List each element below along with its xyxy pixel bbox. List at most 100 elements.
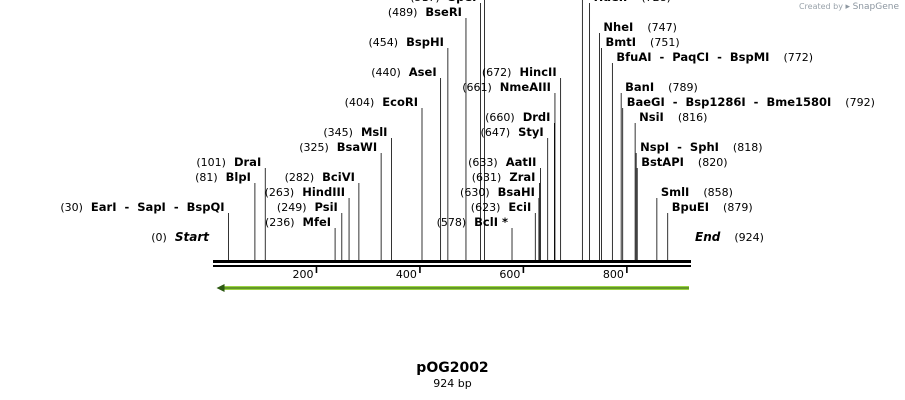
- site-label-msli[interactable]: (345) MslI: [323, 125, 387, 139]
- site-label-bstapi[interactable]: BstAPI (820): [641, 155, 727, 169]
- site-name: MslI: [361, 125, 388, 139]
- site-name: BseRI: [425, 5, 462, 19]
- site-label-bpuei[interactable]: BpuEI (879): [672, 200, 753, 214]
- feature-arrowhead-left-icon: [216, 284, 225, 292]
- site-label-bseri[interactable]: (489) BseRI: [388, 5, 462, 19]
- site-label-bcli[interactable]: (578) BclI *: [437, 215, 508, 229]
- site-label-smli[interactable]: SmlI (858): [661, 185, 733, 199]
- site-label-psii[interactable]: (249) PsiI: [277, 200, 338, 214]
- site-position: (820): [698, 156, 728, 169]
- site-position: (660): [485, 111, 515, 124]
- site-name: DraI: [234, 155, 261, 169]
- site-name: BanI: [625, 80, 654, 94]
- site-name: HindIII: [302, 185, 345, 199]
- site-position: (751): [650, 36, 680, 49]
- site-label-styi[interactable]: (647) StyI: [481, 125, 544, 139]
- site-name: EarI - SapI - BspQI: [91, 200, 225, 214]
- site-position: (789): [668, 81, 698, 94]
- site-label-nhei[interactable]: NheI (747): [603, 20, 676, 34]
- backbone-strand-bottom: [213, 265, 691, 267]
- site-label-nspi-sphi[interactable]: NspI - SphI (818): [640, 140, 762, 154]
- site-position: (672): [482, 66, 512, 79]
- site-position: (661): [462, 81, 492, 94]
- site-label-mfei[interactable]: (236) MfeI: [265, 215, 331, 229]
- site-name: BsaWI: [337, 140, 377, 154]
- scale-tick-label: 800: [603, 268, 624, 281]
- site-label-aatii[interactable]: (633) AatII: [468, 155, 536, 169]
- site-position: (345): [323, 126, 353, 139]
- site-position: (101): [196, 156, 226, 169]
- site-position: (879): [723, 201, 753, 214]
- site-label-hindiii[interactable]: (263) HindIII: [265, 185, 345, 199]
- site-label-eari-sapi-bspqi[interactable]: (30) EarI - SapI - BspQI: [60, 200, 224, 214]
- site-label-hincii[interactable]: (672) HincII: [482, 65, 557, 79]
- site-label-asei[interactable]: (440) AseI: [371, 65, 436, 79]
- site-position: (792): [845, 96, 875, 109]
- site-name: BclI *: [474, 215, 508, 229]
- cut-site-lines: [228, 0, 669, 260]
- site-name: BstAPI: [641, 155, 684, 169]
- site-label-drdi[interactable]: (660) DrdI: [485, 110, 550, 124]
- site-label-nsii[interactable]: NsiI (816): [639, 110, 707, 124]
- scale-tick-label: 200: [292, 268, 313, 281]
- site-label-nmeaiii[interactable]: (661) NmeAIII: [462, 80, 551, 94]
- site-name: SmlI: [661, 185, 690, 199]
- site-position: (772): [783, 51, 813, 64]
- site-label-blpi[interactable]: (81) BlpI: [195, 170, 251, 184]
- scale-ticks: 200 400 600 800: [292, 267, 628, 281]
- site-position: (630): [460, 186, 490, 199]
- site-name: EciI: [508, 200, 531, 214]
- scale-tick-label: 400: [396, 268, 417, 281]
- site-label-bcivi[interactable]: (282) BciVI: [285, 170, 355, 184]
- site-label-haeii[interactable]: HaeII (728): [594, 0, 671, 4]
- site-position: (236): [265, 216, 295, 229]
- site-position: (924): [734, 231, 764, 244]
- site-label-bfuai-paqci-bspmi[interactable]: BfuAI - PaqCI - BspMI (772): [616, 50, 813, 64]
- plasmid-size: 924 bp: [433, 377, 472, 390]
- site-label-spei[interactable]: (517) SpeI: [410, 0, 476, 4]
- site-position: (454): [369, 36, 399, 49]
- site-position: (0): [151, 231, 167, 244]
- site-position: (263): [265, 186, 295, 199]
- site-name: BmtI: [606, 35, 637, 49]
- site-label-baegi-bsp1286i-bme1580i[interactable]: BaeGI - Bsp1286I - Bme1580I (792): [627, 95, 875, 109]
- site-position: (728): [641, 0, 671, 4]
- site-label-bsahi[interactable]: (630) BsaHI: [460, 185, 535, 199]
- site-position: (623): [471, 201, 501, 214]
- site-label-bmti[interactable]: BmtI (751): [606, 35, 680, 49]
- site-name: End: [695, 230, 721, 244]
- site-name: NheI: [603, 20, 633, 34]
- dna-backbone: [213, 260, 691, 267]
- site-label-bani[interactable]: BanI (789): [625, 80, 698, 94]
- site-name: BaeGI - Bsp1286I - Bme1580I: [627, 95, 832, 109]
- site-label-zrai[interactable]: (631) ZraI: [472, 170, 536, 184]
- site-label-end[interactable]: End (924): [695, 230, 764, 244]
- site-name: Start: [175, 230, 210, 244]
- site-position: (325): [299, 141, 329, 154]
- site-position: (633): [468, 156, 498, 169]
- site-name: HincII: [519, 65, 556, 79]
- site-name: SpeI: [448, 0, 477, 4]
- site-position: (249): [277, 201, 307, 214]
- site-label-start[interactable]: (0) Start: [151, 230, 210, 244]
- site-position: (818): [733, 141, 763, 154]
- feature-arrow[interactable]: [216, 284, 689, 292]
- site-position: (858): [703, 186, 733, 199]
- site-label-bsawi[interactable]: (325) BsaWI: [299, 140, 377, 154]
- site-labels: (0) Start End (924) (236) MfeI (578) BclI * (30)…: [60, 0, 875, 244]
- site-label-ecii[interactable]: (623) EciI: [471, 200, 532, 214]
- site-label-drai[interactable]: (101) DraI: [196, 155, 261, 169]
- site-name: StyI: [518, 125, 544, 139]
- site-name: AseI: [409, 65, 437, 79]
- site-label-ecori[interactable]: (404) EcoRI: [345, 95, 418, 109]
- site-name: BlpI: [226, 170, 251, 184]
- watermark-brand: SnapGene: [852, 2, 899, 12]
- site-position: (747): [647, 21, 677, 34]
- site-position: (404): [345, 96, 375, 109]
- site-position: (816): [678, 111, 708, 124]
- site-position: (578): [437, 216, 467, 229]
- scale-tick-label: 600: [499, 268, 520, 281]
- site-label-bsphi[interactable]: (454) BspHI: [369, 35, 444, 49]
- site-position: (647): [481, 126, 511, 139]
